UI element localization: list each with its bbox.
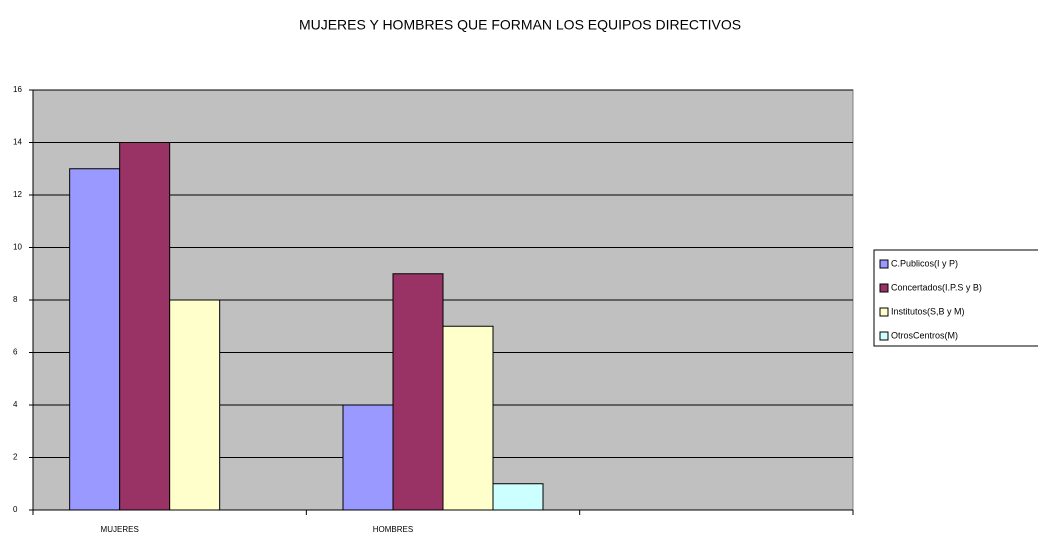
bar xyxy=(342,404,394,511)
bar xyxy=(119,142,171,511)
bar xyxy=(492,483,544,511)
legend-swatch xyxy=(879,307,889,317)
bar xyxy=(442,325,494,511)
y-tick-label: 0 xyxy=(13,505,18,514)
y-tick-label: 12 xyxy=(13,190,22,199)
y-tick-label: 14 xyxy=(13,138,22,147)
y-tick-label: 8 xyxy=(13,295,18,304)
x-tick-label: HOMBRES xyxy=(373,525,413,533)
legend-label: Concertados(I.P.S y B) xyxy=(891,282,982,292)
bar xyxy=(69,168,121,511)
y-tick-label: 6 xyxy=(13,348,18,357)
legend-box xyxy=(873,249,1038,347)
legend-label: OtrosCentros(M) xyxy=(891,330,958,340)
y-tick-label: 2 xyxy=(13,453,18,462)
bar xyxy=(392,273,444,511)
bar xyxy=(169,299,221,511)
y-tick-label: 4 xyxy=(13,400,18,409)
y-tick-label: 16 xyxy=(13,85,22,94)
legend-swatch xyxy=(879,331,889,341)
y-tick-label: 10 xyxy=(13,243,22,252)
legend-swatch xyxy=(879,259,889,269)
legend-label: C.Publicos(I y P) xyxy=(891,258,958,268)
x-tick-label: MUJERES xyxy=(101,525,139,533)
chart-title: MUJERES Y HOMBRES QUE FORMAN LOS EQUIPOS… xyxy=(299,17,741,33)
legend-swatch xyxy=(879,283,889,293)
legend-label: Institutos(S,B y M) xyxy=(891,306,965,316)
